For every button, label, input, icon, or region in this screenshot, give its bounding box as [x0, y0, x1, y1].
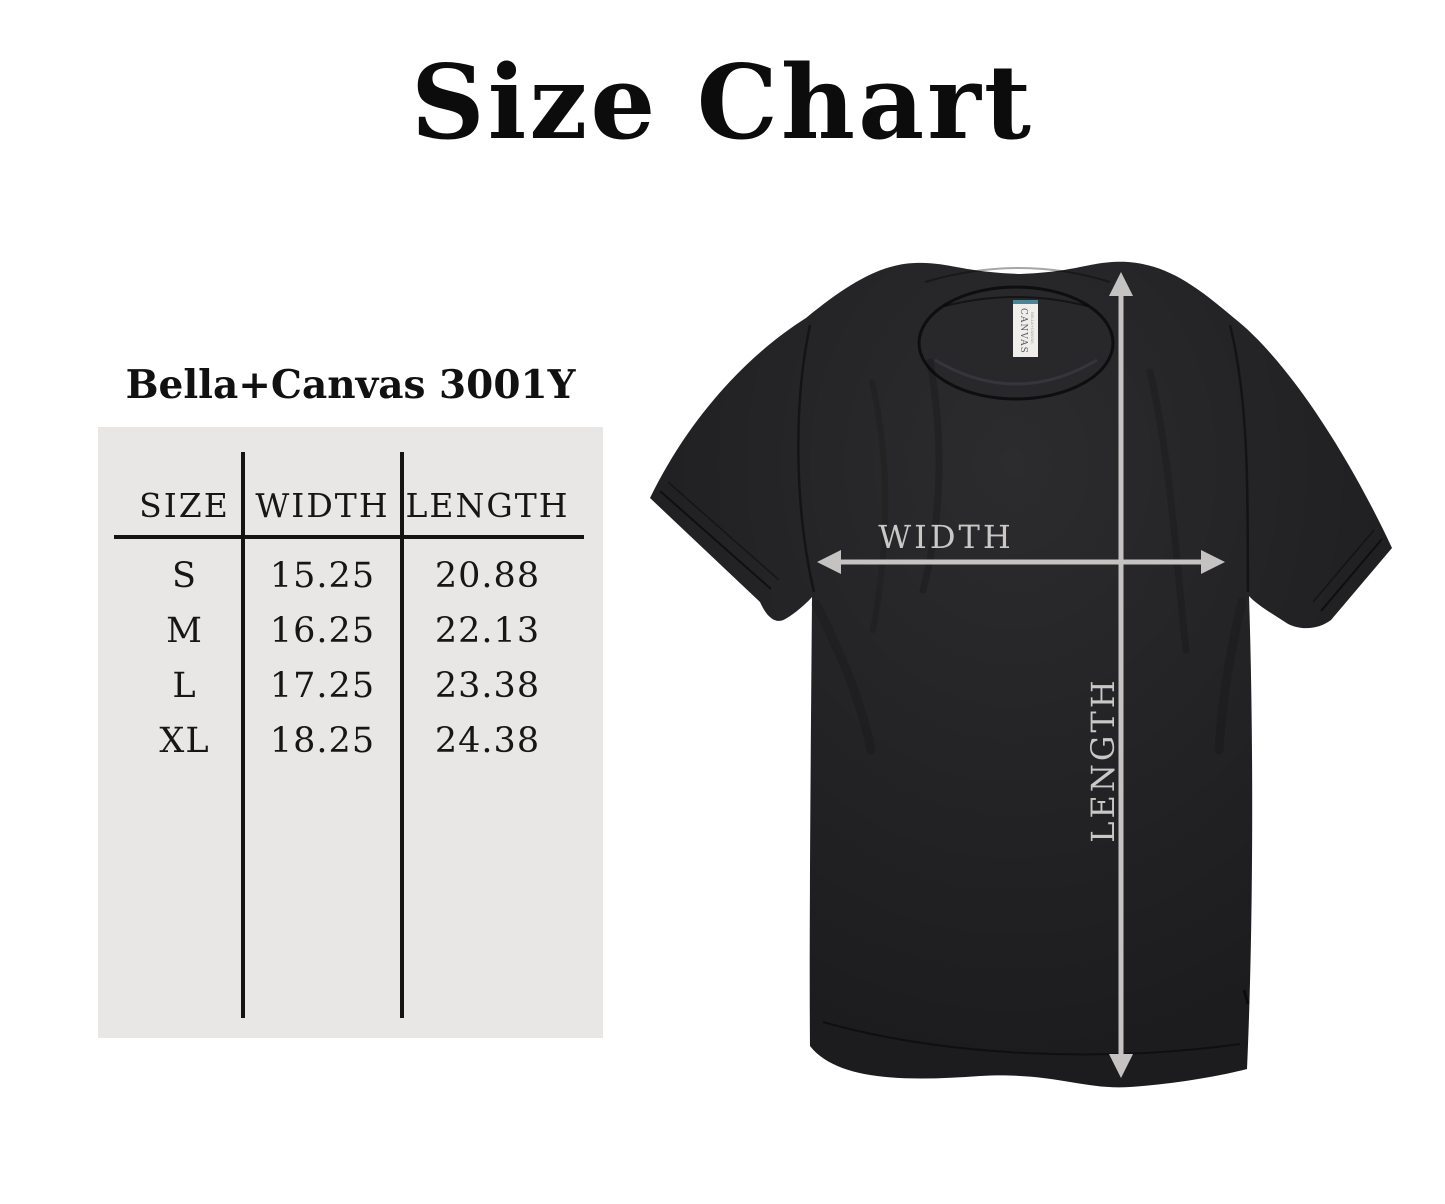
width-arrow — [817, 550, 1225, 574]
tshirt-image: CANVAS BELLA+CANVAS — [630, 230, 1445, 1204]
cell-size: L — [172, 666, 197, 706]
fabric-wrinkles — [811, 358, 1247, 755]
header-size: SIZE — [139, 486, 230, 525]
cell-length: 20.88 — [434, 556, 541, 596]
width-arrowhead-right — [1201, 550, 1225, 574]
cell-size: S — [172, 556, 197, 596]
length-arrow — [1109, 272, 1133, 1078]
cell-length: 23.38 — [434, 666, 541, 706]
tag-body — [1013, 300, 1038, 357]
cell-width: 15.25 — [269, 556, 376, 596]
size-table-panel — [98, 427, 603, 1038]
back-neck-seam — [944, 296, 1088, 307]
header-length: LENGTH — [405, 486, 570, 525]
table-row: L 17.25 23.38 — [98, 659, 603, 714]
front-scoop-highlight — [934, 358, 1098, 386]
neck-tag: CANVAS BELLA+CANVAS — [1013, 300, 1038, 357]
tag-text: CANVAS — [1018, 308, 1028, 354]
width-label: WIDTH — [878, 518, 1013, 556]
length-arrowhead-top — [1109, 272, 1133, 296]
table-column-divider-2 — [400, 452, 404, 1018]
table-header-row: SIZE WIDTH LENGTH — [98, 478, 603, 533]
cell-width: 16.25 — [269, 611, 376, 651]
cell-length: 24.38 — [434, 721, 541, 761]
header-width: WIDTH — [255, 486, 390, 525]
table-column-divider-1 — [241, 452, 245, 1018]
product-model-heading: Bella+Canvas 3001Y — [125, 362, 576, 408]
seam-lines — [659, 324, 1383, 1056]
table-row: M 16.25 22.13 — [98, 604, 603, 659]
table-row: S 15.25 20.88 — [98, 549, 603, 604]
tag-subtext: BELLA+CANVAS — [1030, 312, 1034, 344]
collar-inner-rim — [917, 285, 1115, 401]
cell-width: 17.25 — [269, 666, 376, 706]
collar-outer-seam — [924, 267, 1111, 283]
tag-blue-stripe — [1013, 300, 1038, 304]
cell-length: 22.13 — [434, 611, 541, 651]
length-arrowhead-bottom — [1109, 1054, 1133, 1078]
cell-size: M — [166, 611, 203, 651]
width-arrowhead-left — [817, 550, 841, 574]
cell-size: XL — [159, 721, 210, 761]
tshirt-measurement-diagram: CANVAS BELLA+CANVAS — [630, 230, 1445, 1204]
page-title: Size Chart — [410, 43, 1035, 163]
table-row: XL 18.25 24.38 — [98, 714, 603, 769]
table-header-rule — [114, 535, 584, 539]
cell-width: 18.25 — [269, 721, 376, 761]
length-label: LENGTH — [1084, 677, 1122, 842]
